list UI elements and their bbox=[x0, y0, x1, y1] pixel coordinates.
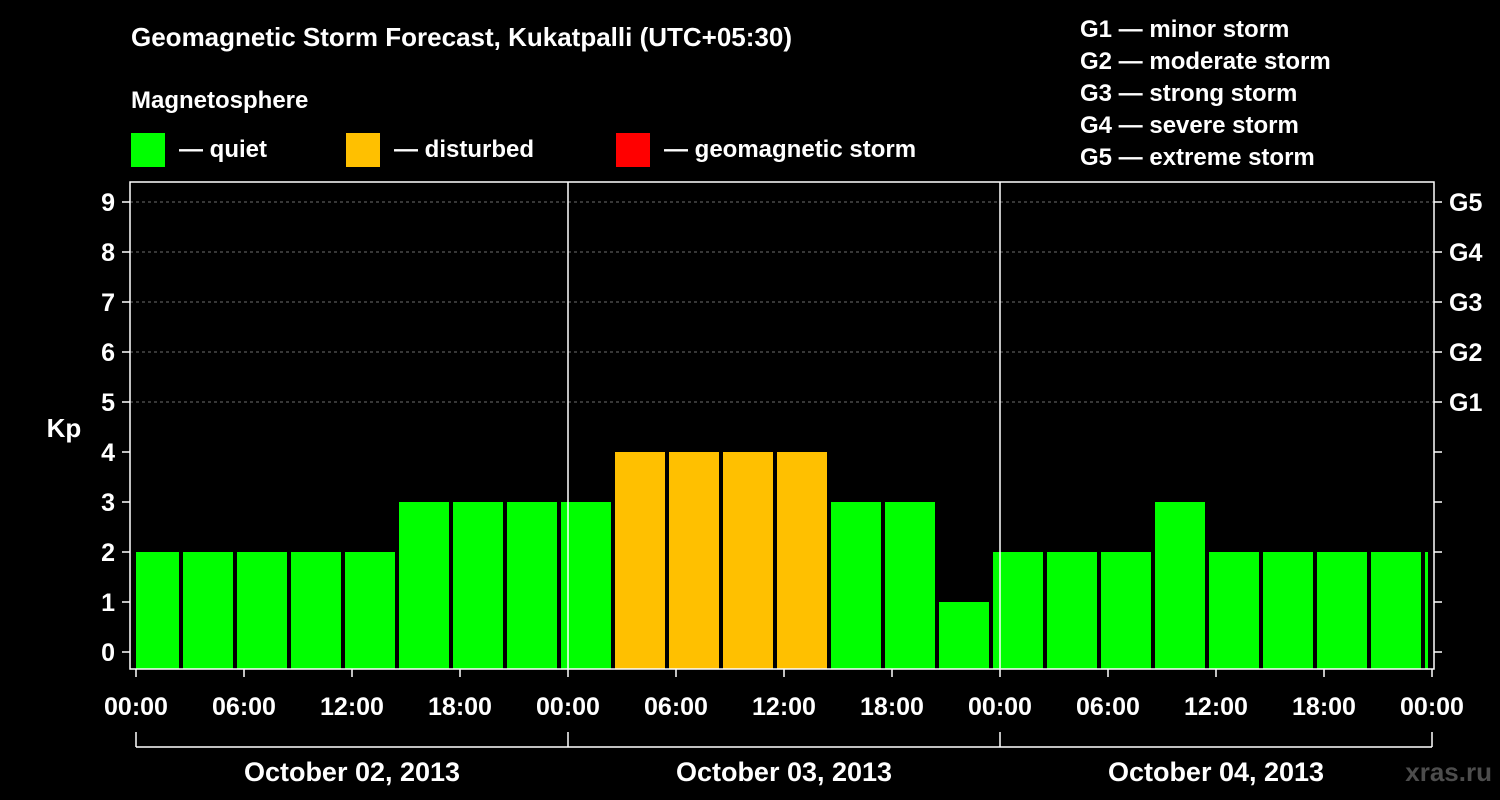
legend-storm: — geomagnetic storm bbox=[616, 133, 916, 167]
kp-bar-15 bbox=[885, 502, 935, 669]
kp-bar-4 bbox=[291, 552, 341, 669]
y-tick-label-1: 1 bbox=[101, 589, 115, 617]
y-tick-label-9: 9 bbox=[101, 189, 115, 217]
g-level-label-g1: G1 bbox=[1449, 389, 1482, 417]
y-tick-label-0: 0 bbox=[101, 639, 115, 667]
kp-bar-2 bbox=[183, 552, 233, 669]
kp-bar-24 bbox=[1371, 552, 1421, 669]
kp-bar-10 bbox=[615, 452, 665, 669]
kp-bar-3 bbox=[237, 552, 287, 669]
kp-bar-22 bbox=[1263, 552, 1313, 669]
y-tick-label-8: 8 bbox=[101, 239, 115, 267]
day-label-3: October 04, 2013 bbox=[1108, 757, 1324, 787]
g-level-label-g2: G2 bbox=[1449, 339, 1482, 367]
kp-bar-8 bbox=[507, 502, 557, 669]
legend-storm-swatch bbox=[616, 133, 650, 167]
y-tick-label-5: 5 bbox=[101, 389, 115, 417]
y-axis-label: Kp bbox=[47, 413, 82, 443]
storm-level-g2: G2 — moderate storm bbox=[1080, 48, 1331, 75]
x-tick-label-11: 18:00 bbox=[1292, 693, 1356, 721]
y-tick-label-2: 2 bbox=[101, 539, 115, 567]
storm-level-legend: G1 — minor storm G2 — moderate storm G3 … bbox=[1080, 14, 1331, 174]
y-tick-label-6: 6 bbox=[101, 339, 115, 367]
kp-bar-25 bbox=[1425, 552, 1428, 669]
legend-storm-label: — geomagnetic storm bbox=[664, 136, 917, 163]
x-tick-label-0: 00:00 bbox=[104, 693, 168, 721]
chart-title: Geomagnetic Storm Forecast, Kukatpalli (… bbox=[131, 22, 793, 52]
chart-subtitle: Magnetosphere bbox=[131, 87, 309, 114]
storm-level-g3: G3 — strong storm bbox=[1080, 80, 1298, 107]
kp-bar-19 bbox=[1101, 552, 1151, 669]
day-label-1: October 02, 2013 bbox=[244, 757, 460, 787]
x-tick-label-2: 12:00 bbox=[320, 693, 384, 721]
kp-bar-5 bbox=[345, 552, 395, 669]
g-level-label-g4: G4 bbox=[1449, 239, 1482, 267]
kp-bar-17 bbox=[993, 552, 1043, 669]
watermark: xras.ru bbox=[1405, 757, 1492, 787]
storm-level-g4: G4 — severe storm bbox=[1080, 112, 1299, 139]
kp-bar-11 bbox=[669, 452, 719, 669]
kp-bar-13 bbox=[777, 452, 827, 669]
kp-bar-16 bbox=[939, 602, 989, 669]
kp-bar-9 bbox=[561, 502, 611, 669]
legend-disturbed-label: — disturbed bbox=[394, 136, 535, 163]
storm-level-g1: G1 — minor storm bbox=[1080, 16, 1290, 43]
x-tick-label-12: 00:00 bbox=[1400, 693, 1464, 721]
plot-frame bbox=[129, 181, 1435, 670]
kp-bar-18 bbox=[1047, 552, 1097, 669]
kp-bar-23 bbox=[1317, 552, 1367, 669]
x-tick-label-3: 18:00 bbox=[428, 693, 492, 721]
legend-disturbed-swatch bbox=[346, 133, 380, 167]
x-tick-label-10: 12:00 bbox=[1184, 693, 1248, 721]
g-level-label-g5: G5 bbox=[1449, 189, 1482, 217]
legend-quiet-swatch bbox=[131, 133, 165, 167]
storm-level-g5: G5 — extreme storm bbox=[1080, 144, 1315, 171]
kp-bar-21 bbox=[1209, 552, 1259, 669]
kp-bar-14 bbox=[831, 502, 881, 669]
kp-bar-6 bbox=[399, 502, 449, 669]
kp-bar-1 bbox=[136, 552, 179, 669]
x-tick-label-9: 06:00 bbox=[1076, 693, 1140, 721]
g-level-label-g3: G3 bbox=[1449, 289, 1482, 317]
legend-disturbed: — disturbed bbox=[346, 133, 534, 167]
y-tick-label-7: 7 bbox=[101, 289, 115, 317]
kp-bar-20 bbox=[1155, 502, 1205, 669]
x-tick-label-6: 12:00 bbox=[752, 693, 816, 721]
legend-quiet-label: — quiet bbox=[179, 136, 267, 163]
x-tick-label-7: 18:00 bbox=[860, 693, 924, 721]
day-label-2: October 03, 2013 bbox=[676, 757, 892, 787]
legend-quiet: — quiet bbox=[131, 133, 267, 167]
x-tick-label-8: 00:00 bbox=[968, 693, 1032, 721]
y-tick-label-3: 3 bbox=[101, 489, 115, 517]
x-tick-label-5: 06:00 bbox=[644, 693, 708, 721]
kp-bar-12 bbox=[723, 452, 773, 669]
x-tick-label-1: 06:00 bbox=[212, 693, 276, 721]
kp-bar-7 bbox=[453, 502, 503, 669]
y-tick-label-4: 4 bbox=[101, 439, 115, 467]
x-tick-label-4: 00:00 bbox=[536, 693, 600, 721]
